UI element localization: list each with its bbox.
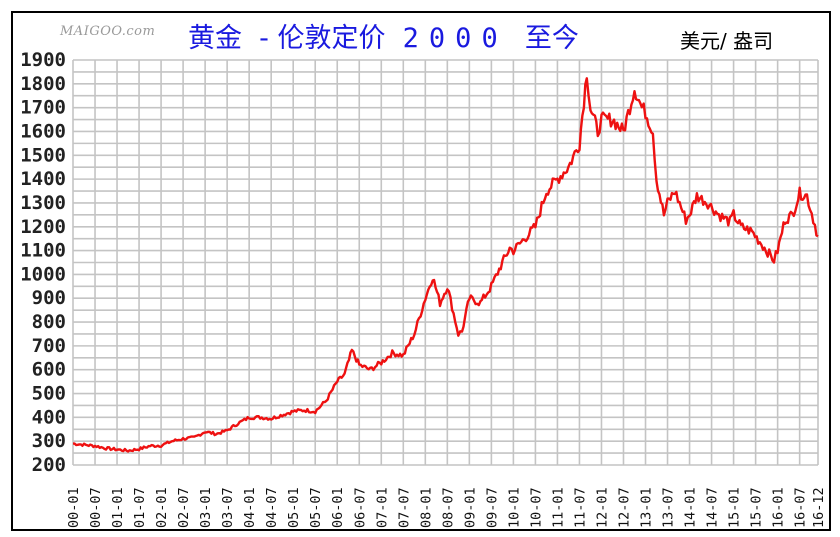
x-tick-label: 07-01 <box>374 487 390 528</box>
x-tick-label: 16-07 <box>793 487 809 528</box>
y-tick-label: 1000 <box>20 263 66 285</box>
title-year: 2000 <box>402 23 508 54</box>
y-tick-label: 700 <box>32 335 66 357</box>
x-tick-label: 07-07 <box>396 487 412 528</box>
x-tick-label: 04-07 <box>264 487 280 528</box>
x-tick-label: 14-01 <box>683 487 699 528</box>
x-tick-label: 15-07 <box>749 487 765 528</box>
y-tick-label: 800 <box>32 311 66 333</box>
x-tick-label: 02-07 <box>176 487 192 528</box>
y-tick-label: 500 <box>32 383 66 405</box>
x-tick-label: 00-01 <box>66 487 82 528</box>
x-tick-label: 12-01 <box>594 487 610 528</box>
y-tick-label: 1500 <box>20 144 66 166</box>
x-tick-label: 09-07 <box>484 487 500 528</box>
x-tick-label: 03-07 <box>220 487 236 528</box>
y-tick-label: 1600 <box>20 120 66 142</box>
y-tick-label: 300 <box>32 430 66 452</box>
gold-price-line <box>73 77 819 453</box>
unit-label: 美元/ 盎司 <box>680 29 774 53</box>
x-tick-label: 08-07 <box>440 487 456 528</box>
y-axis-ticks: 1900180017001600150014001300120011001000… <box>20 49 66 476</box>
x-tick-label: 10-07 <box>528 487 544 528</box>
x-tick-label: 16-12 <box>811 487 827 528</box>
x-tick-label: 00-07 <box>88 487 104 528</box>
x-axis-ticks: 00-01 00-07 01-01 01-07 02-01 02-07 03-01 03-07… <box>66 487 827 528</box>
x-tick-label: 01-01 <box>110 487 126 528</box>
chart-frame <box>11 11 831 531</box>
x-tick-label: 10-01 <box>506 487 522 528</box>
y-tick-label: 200 <box>32 454 66 476</box>
y-tick-label: 1700 <box>20 97 66 119</box>
y-tick-label: 400 <box>32 406 66 428</box>
x-tick-label: 11-01 <box>550 487 566 528</box>
grid-lines <box>72 59 819 466</box>
x-tick-label: 08-01 <box>418 487 434 528</box>
y-tick-label: 1100 <box>20 240 66 262</box>
x-tick-label: 09-01 <box>462 487 478 528</box>
x-tick-label: 11-07 <box>572 487 588 528</box>
title-tail: 至今 <box>524 23 579 54</box>
y-tick-label: 600 <box>32 359 66 381</box>
x-tick-label: 06-01 <box>330 487 346 528</box>
x-tick-label: 13-07 <box>661 487 677 528</box>
x-tick-label: 03-01 <box>198 487 214 528</box>
x-tick-label: 05-07 <box>308 487 324 528</box>
x-tick-label: 15-01 <box>727 487 743 528</box>
x-tick-label: 16-01 <box>771 487 787 528</box>
y-tick-label: 1400 <box>20 168 66 190</box>
x-tick-label: 05-01 <box>286 487 302 528</box>
x-tick-label: 12-07 <box>616 487 632 528</box>
watermark-logo: MAIGOO.com <box>60 24 156 39</box>
title-main: 黄金 - 伦敦定价 <box>188 23 386 54</box>
x-tick-label: 02-01 <box>154 487 170 528</box>
x-tick-label: 01-07 <box>132 487 148 528</box>
x-tick-label: 04-01 <box>242 487 258 528</box>
x-tick-label: 06-07 <box>352 487 368 528</box>
y-tick-label: 1800 <box>20 73 66 95</box>
y-tick-label: 1900 <box>20 49 66 71</box>
x-tick-label: 13-01 <box>639 487 655 528</box>
y-tick-label: 1200 <box>20 216 66 238</box>
x-tick-label: 14-07 <box>705 487 721 528</box>
y-tick-label: 1300 <box>20 192 66 214</box>
chart-title: 黄金 - 伦敦定价 2000 至今 <box>188 16 579 55</box>
y-tick-label: 900 <box>32 287 66 309</box>
